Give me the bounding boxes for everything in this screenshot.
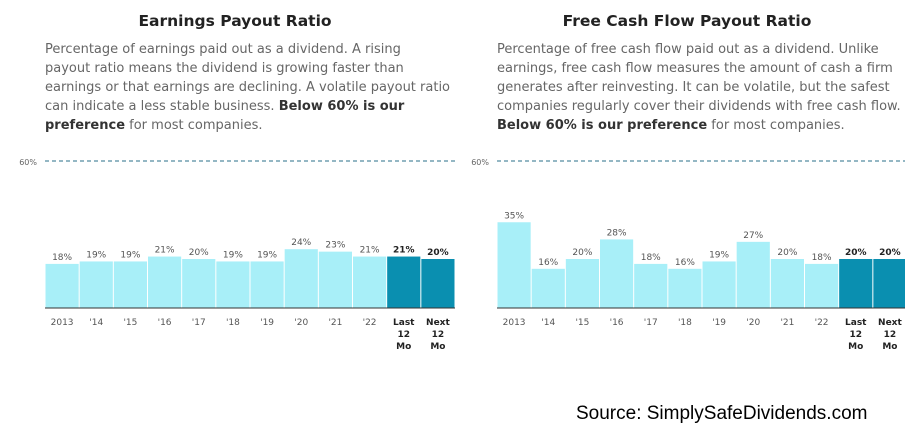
data-label: 35% xyxy=(504,211,524,221)
x-tick-label: '14 xyxy=(89,318,103,328)
data-label: 19% xyxy=(86,250,106,260)
x-tick-label: '20 xyxy=(294,318,308,328)
bar xyxy=(250,261,284,308)
x-tick-label: Last 12 Mo xyxy=(845,318,867,352)
x-tick-label: Next 12 Mo xyxy=(878,318,902,352)
x-tick-label: '21 xyxy=(780,318,794,328)
bar xyxy=(497,222,531,308)
bar xyxy=(702,261,736,308)
data-label: 27% xyxy=(743,231,763,241)
chart-title: Earnings Payout Ratio xyxy=(138,12,332,30)
data-label: 28% xyxy=(607,228,627,238)
chart-title: Free Cash Flow Payout Ratio xyxy=(562,12,812,30)
x-tick-label: Last 12 Mo xyxy=(393,318,415,352)
x-tick-label: '19 xyxy=(260,318,274,328)
reference-label: 60% xyxy=(471,158,489,167)
x-tick-label: '15 xyxy=(123,318,137,328)
description-tail: for most companies. xyxy=(711,118,845,133)
source-credit: Source: SimplySafeDividends.com xyxy=(576,403,868,424)
bar xyxy=(736,241,770,308)
data-label: 20% xyxy=(879,248,901,258)
x-tick-label: '16 xyxy=(158,318,172,328)
description-tail: for most companies. xyxy=(129,118,263,133)
bar xyxy=(216,261,250,308)
description-bold: Below 60% is our preference xyxy=(45,99,405,133)
data-label: 21% xyxy=(155,246,175,256)
x-tick-label: '17 xyxy=(192,318,206,328)
data-label: 24% xyxy=(291,238,311,248)
x-tick-label: Next 12 Mo xyxy=(426,318,450,352)
data-label: 19% xyxy=(223,250,243,260)
bar xyxy=(148,256,182,308)
data-label: 18% xyxy=(812,253,832,263)
x-tick-label: '21 xyxy=(328,318,342,328)
data-label: 18% xyxy=(641,253,661,263)
bar xyxy=(318,251,352,308)
bar xyxy=(387,256,421,308)
data-label: 20% xyxy=(427,248,449,258)
data-label: 18% xyxy=(52,253,72,263)
data-label: 19% xyxy=(709,250,729,260)
data-label: 21% xyxy=(360,246,380,256)
bar xyxy=(284,249,318,308)
bar xyxy=(353,256,387,308)
reference-label: 60% xyxy=(19,158,37,167)
x-tick-label: '18 xyxy=(678,318,692,328)
chart-description: Percentage of free cash flow paid out as… xyxy=(497,40,902,135)
bar xyxy=(79,261,113,308)
data-label: 20% xyxy=(189,248,209,258)
description-text: Percentage of free cash flow paid out as… xyxy=(497,42,901,114)
bar xyxy=(770,259,804,308)
x-tick-label: '19 xyxy=(712,318,726,328)
x-tick-label: '20 xyxy=(746,318,760,328)
bar xyxy=(182,259,216,308)
x-tick-label: '17 xyxy=(644,318,658,328)
data-label: 16% xyxy=(538,258,558,268)
description-bold: Below 60% is our preference xyxy=(497,118,708,133)
earnings-payout-panel: Earnings Payout Ratio Percentage of earn… xyxy=(15,0,455,380)
bar xyxy=(634,263,668,308)
bar xyxy=(565,259,599,308)
data-label: 16% xyxy=(675,258,695,268)
bar xyxy=(113,261,147,308)
data-label: 20% xyxy=(777,248,797,258)
data-label: 19% xyxy=(257,250,277,260)
bar xyxy=(668,268,702,308)
x-tick-label: '16 xyxy=(610,318,624,328)
bar xyxy=(600,239,634,308)
description-text: Percentage of earnings paid out as a div… xyxy=(45,42,451,114)
bar xyxy=(531,268,565,308)
x-tick-label: '15 xyxy=(575,318,589,328)
fcf-payout-panel: Free Cash Flow Payout Ratio Percentage o… xyxy=(467,0,905,380)
bar xyxy=(421,259,455,308)
data-label: 20% xyxy=(845,248,867,258)
x-tick-label: 2013 xyxy=(51,318,74,328)
bar xyxy=(45,263,79,308)
data-label: 19% xyxy=(120,250,140,260)
x-tick-label: 2013 xyxy=(503,318,526,328)
data-label: 20% xyxy=(572,248,592,258)
bar xyxy=(839,259,873,308)
x-tick-label: '22 xyxy=(363,318,377,328)
bar xyxy=(873,259,905,308)
data-label: 23% xyxy=(325,241,345,251)
x-tick-label: '22 xyxy=(815,318,829,328)
chart-description: Percentage of earnings paid out as a div… xyxy=(45,40,450,135)
bar xyxy=(805,263,839,308)
fcf-payout-chart: 60% 35% 2013 16% '14 20% '15 28% '16 18% '17 16% '18… xyxy=(471,158,905,352)
x-tick-label: '18 xyxy=(226,318,240,328)
earnings-payout-chart: 60% 18% 2013 19% '14 19% '15 21% '16 20% '17 19% '18… xyxy=(19,158,455,352)
data-label: 21% xyxy=(393,246,415,256)
x-tick-label: '14 xyxy=(541,318,555,328)
